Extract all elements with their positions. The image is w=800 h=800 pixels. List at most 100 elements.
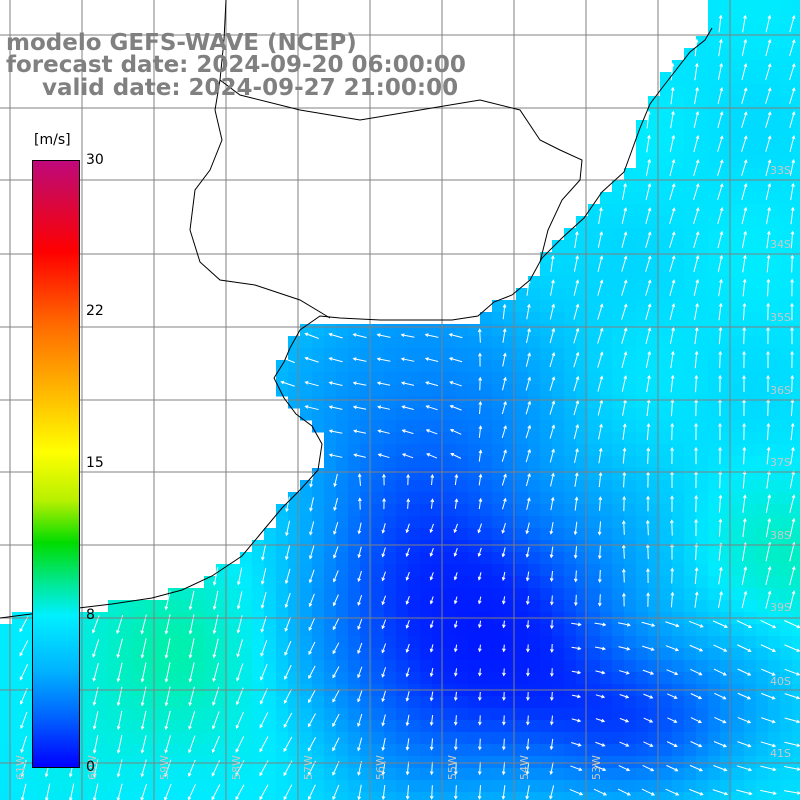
wind-arrow xyxy=(741,206,748,225)
wind-arrow xyxy=(617,788,631,796)
wind-arrow xyxy=(688,620,704,628)
wind-arrow xyxy=(549,738,554,751)
wind-arrow xyxy=(164,662,171,683)
wind-arrow xyxy=(328,453,343,458)
wind-arrow xyxy=(357,737,363,752)
wind-arrow xyxy=(525,400,532,415)
longitude-label: 57W xyxy=(302,755,315,780)
wind-arrow xyxy=(381,784,386,800)
wind-arrow xyxy=(618,646,631,651)
wind-arrow xyxy=(164,638,171,659)
wind-arrow xyxy=(332,713,340,727)
wind-arrow xyxy=(765,182,772,201)
wind-arrow xyxy=(718,38,723,57)
wind-arrow xyxy=(621,279,628,296)
wind-arrow xyxy=(92,711,99,730)
wind-arrow xyxy=(694,494,699,513)
wind-arrow xyxy=(405,643,410,654)
wind-arrow xyxy=(502,715,506,726)
wind-arrow xyxy=(526,497,531,510)
wind-arrow xyxy=(525,352,531,367)
wind-arrow xyxy=(694,350,699,369)
wind-arrow xyxy=(693,207,700,225)
wind-arrow xyxy=(621,375,628,393)
wind-arrow xyxy=(670,543,674,560)
wind-arrow xyxy=(502,303,507,320)
wind-arrow xyxy=(741,159,748,176)
wind-arrow xyxy=(401,429,414,435)
wind-arrow xyxy=(597,327,604,344)
wind-arrow xyxy=(377,405,391,410)
wind-arrow xyxy=(717,111,724,128)
wind-arrow xyxy=(116,759,123,778)
wind-arrow xyxy=(789,14,796,33)
wind-arrow xyxy=(381,571,386,582)
wind-arrow xyxy=(425,429,438,435)
colorbar-unit: [m/s] xyxy=(34,132,71,148)
wind-arrow xyxy=(789,565,796,586)
wind-arrow xyxy=(453,620,458,629)
wind-arrow xyxy=(284,640,292,656)
wind-arrow xyxy=(20,735,28,754)
wind-arrow xyxy=(550,472,555,487)
wind-arrow xyxy=(376,381,391,386)
title-model: modelo GEFS-WAVE (NCEP) xyxy=(6,30,357,56)
wind-arrow xyxy=(670,495,674,512)
wind-arrow xyxy=(501,738,506,751)
wind-arrow xyxy=(641,788,656,796)
wind-arrow xyxy=(477,572,482,581)
wind-arrow xyxy=(501,376,507,391)
longitude-label: 61W xyxy=(14,755,27,780)
wind-arrow xyxy=(235,711,244,730)
wind-arrow xyxy=(669,183,676,201)
wind-arrow xyxy=(405,547,410,558)
wind-arrow xyxy=(550,255,555,272)
wind-arrow xyxy=(357,497,362,510)
wind-arrow xyxy=(259,736,269,753)
wind-arrow xyxy=(453,572,458,581)
wind-arrow xyxy=(502,497,507,510)
wind-arrow xyxy=(761,692,776,700)
wind-arrow xyxy=(92,663,99,682)
wind-arrow xyxy=(453,761,458,776)
wind-arrow xyxy=(598,207,603,225)
wind-arrow xyxy=(20,783,27,800)
wind-arrow xyxy=(400,357,415,362)
wind-arrow xyxy=(405,714,410,727)
wind-arrow xyxy=(357,473,362,486)
wind-arrow xyxy=(669,255,676,272)
wind-arrow xyxy=(164,710,171,730)
wind-arrow xyxy=(525,376,531,391)
wind-arrow xyxy=(670,591,675,608)
wind-arrow xyxy=(259,784,269,800)
wind-arrow xyxy=(381,761,386,776)
wind-arrow xyxy=(595,718,606,723)
wind-arrow xyxy=(381,667,387,678)
wind-arrow xyxy=(260,640,268,657)
wind-arrow xyxy=(382,473,386,486)
wind-arrow xyxy=(742,254,747,273)
wind-arrow xyxy=(357,618,363,630)
wind-arrow xyxy=(357,594,363,606)
wind-arrow xyxy=(718,446,722,465)
wind-arrow xyxy=(742,326,747,345)
wind-arrow xyxy=(525,327,531,344)
wind-arrow xyxy=(448,357,463,363)
wind-arrow xyxy=(765,111,772,128)
wind-arrow xyxy=(478,473,483,486)
wind-arrow xyxy=(766,470,771,489)
wind-arrow xyxy=(741,63,748,81)
colorbar-tick-22: 22 xyxy=(86,303,104,319)
wind-arrow xyxy=(574,231,579,249)
wind-arrow xyxy=(525,785,530,800)
wind-arrow xyxy=(501,761,506,776)
latitude-label: 40S xyxy=(770,675,791,688)
wind-arrow xyxy=(235,784,245,800)
wind-arrow xyxy=(622,182,627,201)
longitude-label: 53W xyxy=(590,755,603,780)
wind-arrow xyxy=(405,667,410,678)
wind-arrow xyxy=(645,350,652,369)
wind-arrow xyxy=(573,570,578,583)
